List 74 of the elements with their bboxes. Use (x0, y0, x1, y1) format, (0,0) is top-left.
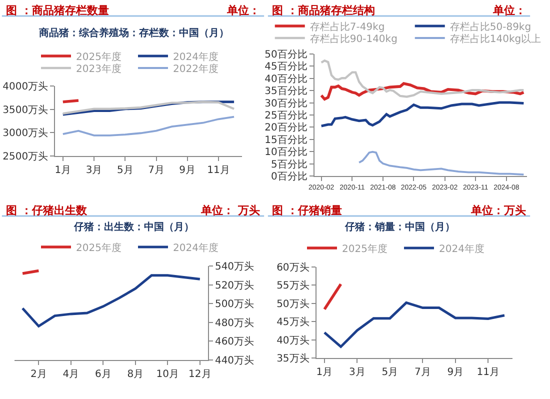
text: 单位：万头 (470, 204, 526, 217)
y-tick-label: 520万头 (214, 279, 254, 292)
y-tick-label: 45百分比 (264, 60, 308, 73)
x-tick-label: 5月 (116, 165, 134, 176)
legend-label: 存栏占比90-140kg (310, 32, 398, 45)
line-series (62, 116, 235, 136)
y-tick-label: 5百分比 (270, 158, 308, 170)
text: 单位： (492, 4, 526, 17)
y-tick-label: 40万头 (276, 334, 310, 346)
y-tick-label: 540万头 (214, 260, 254, 272)
line-series (358, 150, 525, 176)
x-tick-label: 1月 (54, 165, 72, 176)
y-tick-label: 440万头 (214, 354, 254, 366)
y-tick-label: 500万头 (214, 298, 254, 310)
line-series (320, 101, 525, 128)
y-tick-label: 60万头 (276, 262, 310, 274)
x-tick-label: 5月 (382, 367, 398, 378)
text: 单位： 万头 (200, 204, 260, 217)
legend-label: 2024年度 (173, 50, 218, 63)
x-tick-label: 6月 (94, 369, 112, 380)
x-tick-label: 8月 (127, 369, 144, 380)
y-tick-label: 25百分比 (264, 110, 308, 122)
y-tick-label: 3500万头 (2, 104, 48, 116)
chart-subtitle: 商品猪：综合养殖场：存栏数：中国（月） (38, 27, 229, 39)
y-tick-label: 4000万头 (2, 80, 48, 92)
legend-label: 存栏占比7-49kg (310, 20, 385, 33)
y-tick-label: 30百分比 (264, 97, 308, 110)
chart-subtitle: 仔猪：销量：中国（月） (344, 221, 455, 233)
x-tick-label: 11月 (207, 165, 230, 176)
line-series (320, 59, 525, 98)
chart-title: 图 ：仔猪出生数 (6, 204, 88, 217)
x-tick-label: 3月 (349, 367, 366, 378)
legend-label: 2022年度 (173, 62, 218, 75)
y-tick-label: 55万头 (276, 280, 310, 292)
y-tick-label: 35万头 (276, 352, 310, 364)
x-tick-label: 7月 (414, 367, 431, 378)
legend-label: 2025年度 (76, 50, 122, 63)
y-tick-label: 45万头 (276, 316, 310, 328)
x-tick-label: 3月 (86, 165, 102, 176)
y-tick-label: 0百分比 (270, 170, 308, 182)
chart-title: 图 ：商品猪存栏数量 (6, 4, 109, 17)
y-tick-label: 15百分比 (264, 134, 308, 146)
chart-title: 图 ：仔猪销量 (272, 204, 342, 217)
legend-label: 存栏占比50-89kg (450, 20, 532, 33)
y-tick-label: 50万头 (276, 298, 310, 310)
y-tick-label: 50百分比 (264, 48, 308, 60)
y-tick-label: 480万头 (214, 316, 254, 329)
y-tick-label: 20百分比 (264, 122, 308, 134)
legend-label: 2025年度 (342, 242, 388, 255)
legend-label: 存栏占比140kg以上 (450, 32, 542, 45)
chart-subtitle: 仔猪：出生数：中国（月） (73, 221, 194, 233)
y-tick-label: 460万头 (214, 336, 254, 348)
y-tick-label: 10百分比 (264, 146, 308, 158)
y-tick-label: 40百分比 (264, 72, 308, 85)
x-tick-label: 12月 (188, 369, 212, 380)
legend-label: 2025年度 (76, 242, 122, 254)
x-tick-label: 11月 (476, 367, 500, 378)
line-series (21, 274, 202, 328)
y-tick-label: 2500万头 (2, 150, 48, 162)
legend-label: 2023年度 (76, 62, 122, 75)
x-tick-label: 2月 (30, 369, 47, 380)
x-tick-label: 9月 (179, 165, 196, 176)
legend-label: 2024年度 (173, 242, 218, 254)
chart-title: 图 ：商品猪存栏结构 (272, 4, 375, 17)
x-tick-label: 9月 (447, 367, 464, 378)
y-tick-label: 35百分比 (264, 85, 308, 98)
x-tick-label: 10月 (156, 369, 180, 380)
y-tick-label: 3000万头 (2, 127, 48, 140)
x-tick-label: 4月 (62, 369, 80, 380)
text: 单位： (226, 4, 260, 17)
legend-label: 2024年度 (439, 242, 484, 255)
x-tick-label: 7月 (148, 165, 164, 176)
x-tick-label: 1月 (316, 367, 333, 378)
line-series (323, 301, 506, 348)
